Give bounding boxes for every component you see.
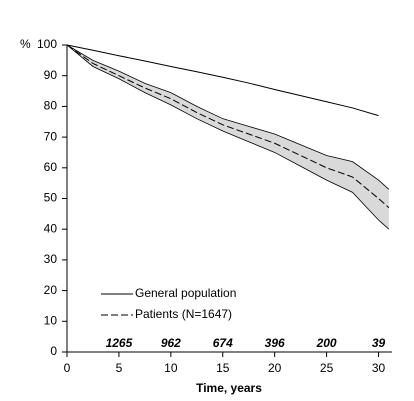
x-tick-label: 10 [164,361,178,375]
at-risk-label: 1265 [106,336,133,350]
confidence-bound [66,44,390,230]
y-tick-label: 0 [50,344,57,358]
x-tick-label: 15 [216,361,230,375]
y-unit-label: % [20,37,31,51]
y-tick-label: 90 [44,68,58,82]
y-tick-label: 50 [44,191,58,205]
at-risk-label: 674 [213,336,233,350]
x-axis-label: Time, years [196,381,262,395]
x-tick-label: 20 [268,361,282,375]
series-line [66,44,390,209]
at-risk-label: 396 [265,336,285,350]
y-tick-label: 20 [44,283,58,297]
x-tick-label: 0 [64,361,71,375]
x-tick-label: 25 [320,361,334,375]
y-tick-label: 80 [44,99,58,113]
at-risk-label: 962 [161,336,181,350]
at-risk-label: 39 [372,336,386,350]
legend-label: General population [135,286,236,300]
y-tick-label: 100 [37,37,57,51]
series-line [66,44,379,117]
y-tick-label: 40 [44,221,58,235]
x-tick-label: 30 [372,361,386,375]
legend-label: Patients (N=1647) [135,307,232,321]
at-risk-label: 200 [316,336,337,350]
x-tick-label: 5 [116,361,123,375]
y-tick-label: 10 [44,313,58,327]
y-tick-label: 60 [44,160,58,174]
confidence-band [67,45,389,230]
confidence-bound [66,44,390,190]
y-tick-label: 70 [44,129,58,143]
y-tick-label: 30 [44,252,58,266]
